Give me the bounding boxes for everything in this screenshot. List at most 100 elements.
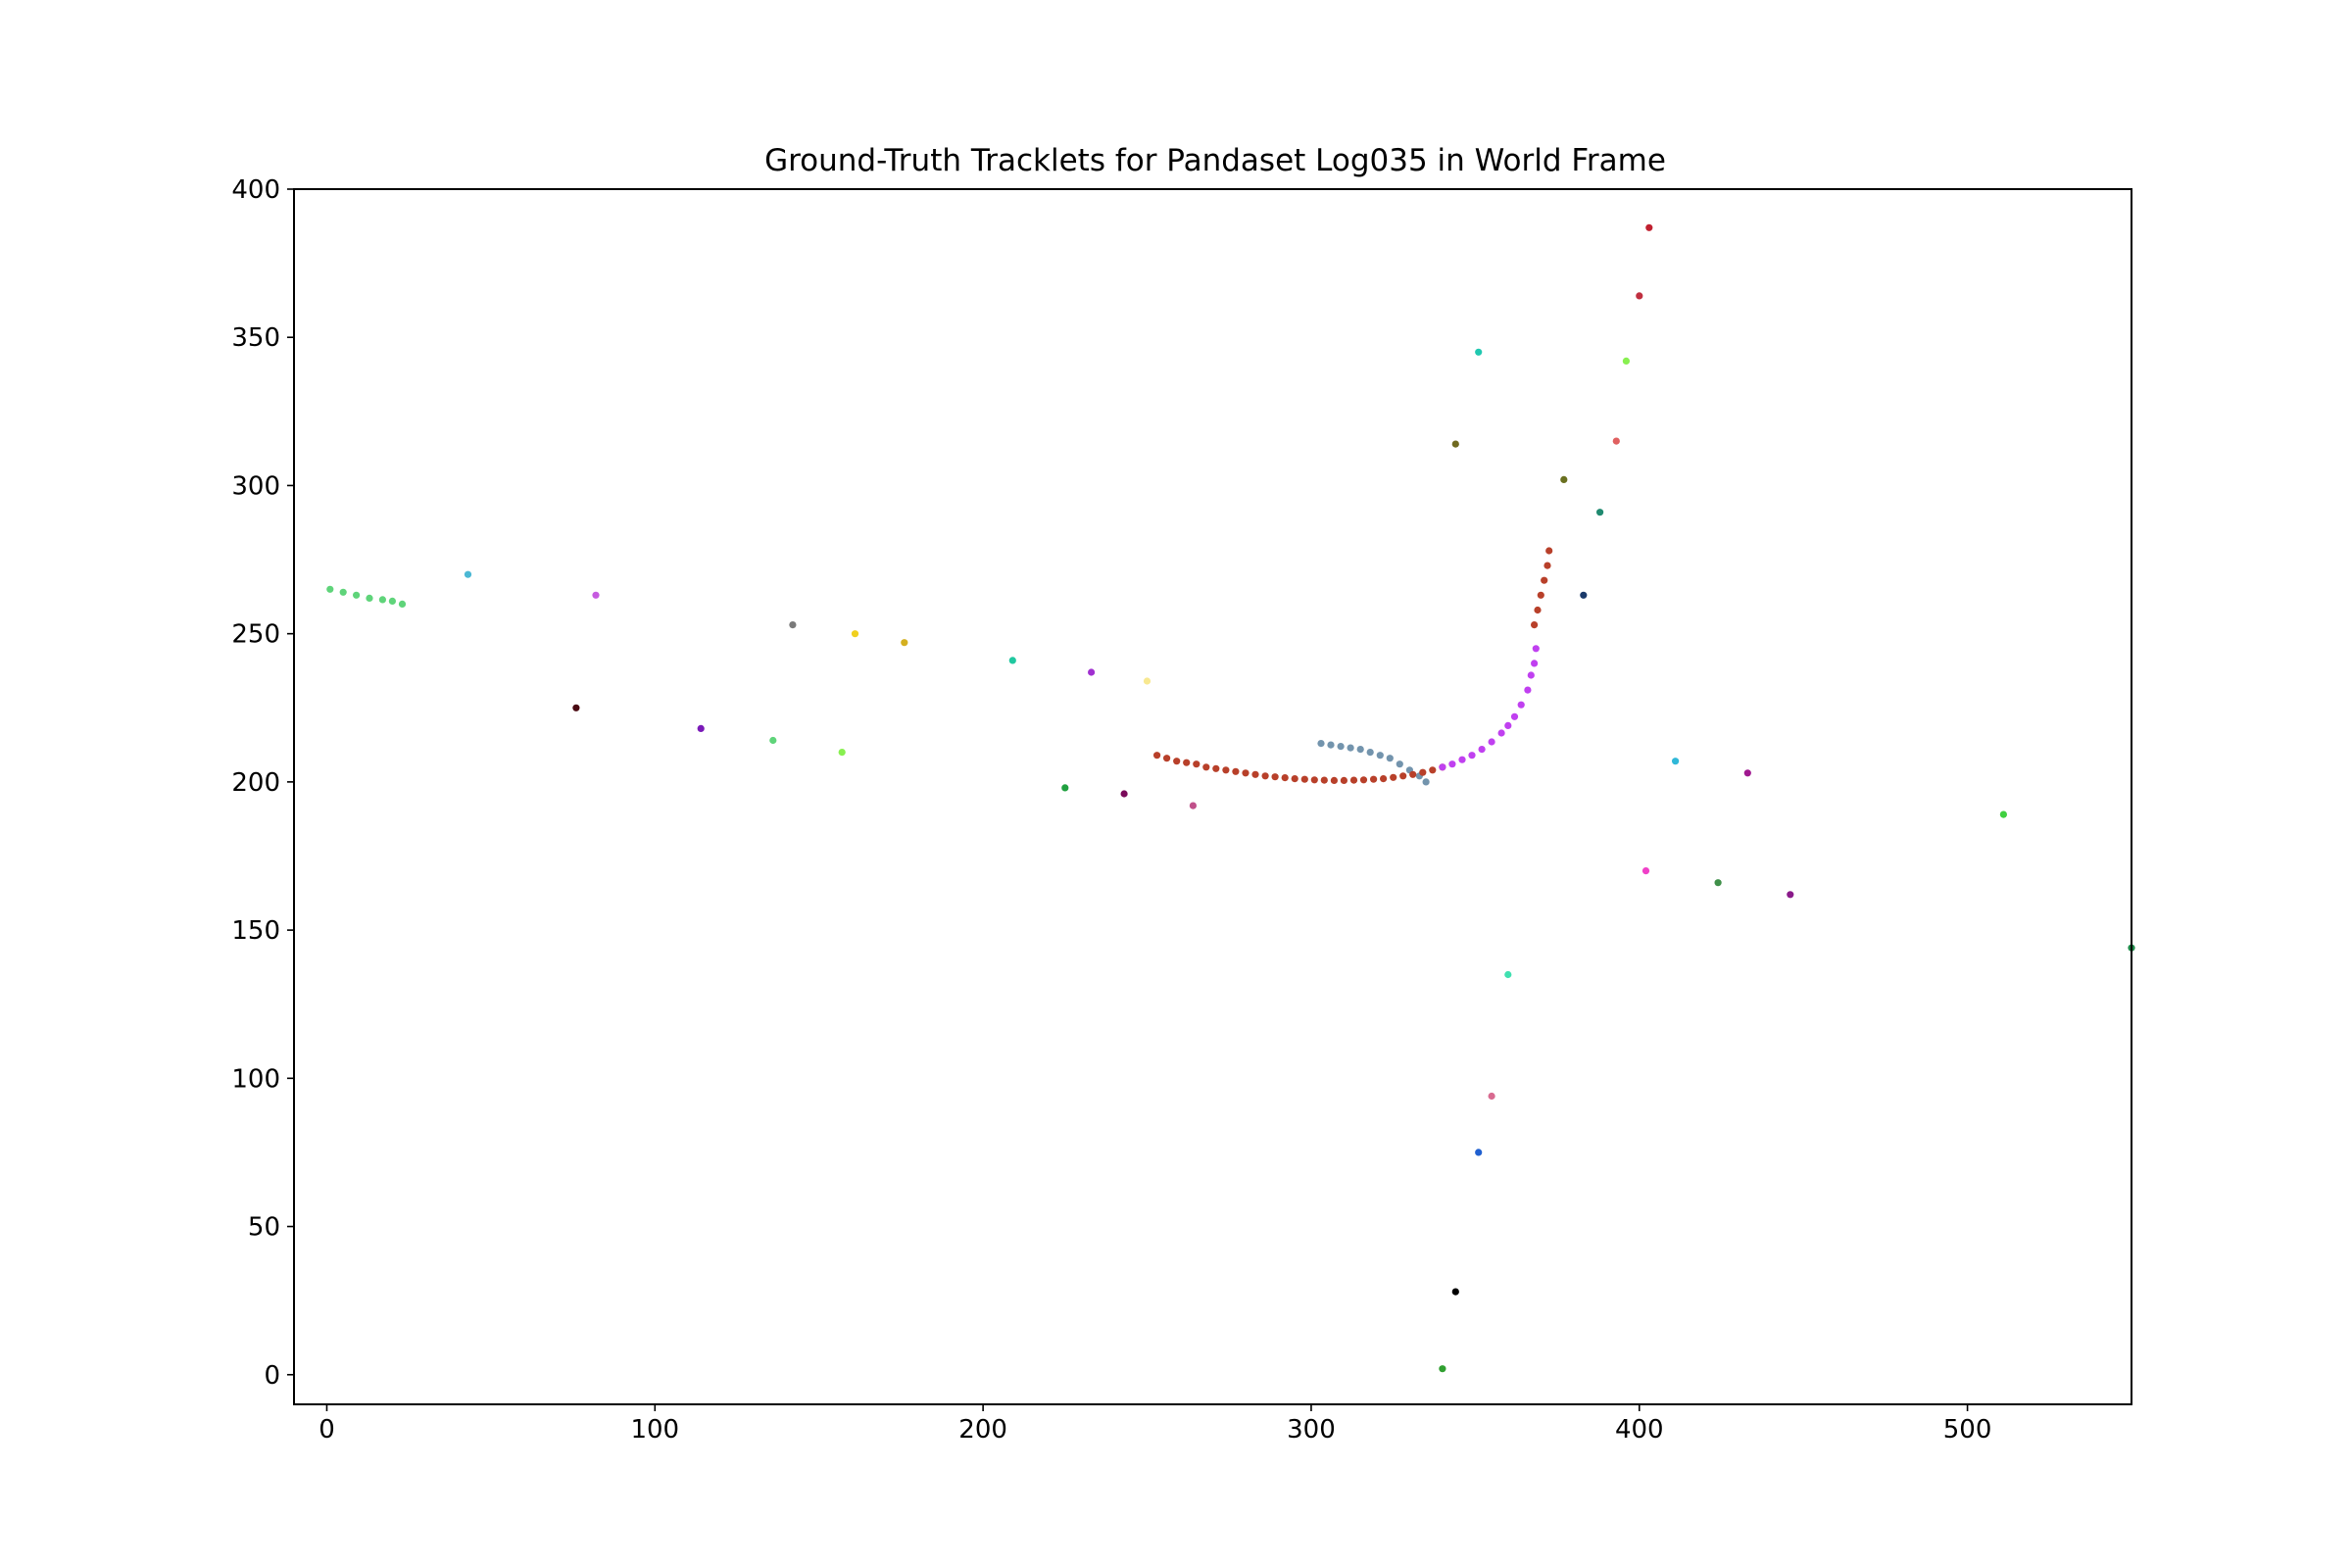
tracklet-19 xyxy=(1189,802,1197,809)
tracklet-4-point-3 xyxy=(1541,576,1548,584)
chart-title: Ground-Truth Tracklets for Pandaset Log0… xyxy=(764,143,1666,178)
tracklet-24-point-0 xyxy=(1580,591,1588,599)
y-tick-label: 0 xyxy=(264,1361,280,1391)
tracklet-2-point-0 xyxy=(1153,752,1161,760)
tracklet-15-point-0 xyxy=(1061,784,1069,792)
tracklet-3-point-1 xyxy=(1448,760,1456,768)
tracklet-2-point-16 xyxy=(1310,776,1318,784)
tracklet-2-point-20 xyxy=(1349,776,1358,784)
x-tick-label: 200 xyxy=(958,1415,1007,1445)
tracklet-36-point-0 xyxy=(1504,970,1512,979)
tracklet-23-point-0 xyxy=(1596,509,1604,516)
tracklet-2-point-23 xyxy=(1380,775,1388,783)
tracklet-2-point-25 xyxy=(1399,772,1407,780)
tracklet-3-point-5 xyxy=(1488,738,1495,746)
tracklet-11 xyxy=(838,749,846,757)
tracklet-1-point-7 xyxy=(1386,755,1394,762)
x-tick-label: 500 xyxy=(1943,1415,1992,1445)
y-tick-label: 100 xyxy=(231,1064,280,1094)
tracklet-3-point-2 xyxy=(1458,756,1466,763)
axes: 0 100 200 300 400 500 0 50 100 150 200 250 300 350 400 xyxy=(231,175,2132,1445)
tracklet-2-point-17 xyxy=(1320,776,1328,784)
tracklet-2-point-8 xyxy=(1232,767,1240,775)
y-tick-label: 350 xyxy=(231,323,280,353)
tracklet-2-point-1 xyxy=(1163,755,1171,762)
tracklet-2-point-19 xyxy=(1340,776,1348,785)
tracklet-2-point-26 xyxy=(1409,770,1417,778)
tracklet-37-point-0 xyxy=(1488,1092,1495,1101)
tracklet-3-point-13 xyxy=(1532,645,1540,653)
tracklet-5 xyxy=(464,570,472,578)
tracklet-3 xyxy=(1439,645,1540,771)
tracklet-3-point-0 xyxy=(1439,763,1446,771)
tracklet-32 xyxy=(1714,879,1722,887)
tracklet-1-point-3 xyxy=(1347,744,1354,752)
tracklet-17-point-0 xyxy=(1120,790,1128,798)
tracklet-21 xyxy=(1475,348,1483,356)
tracklet-2-point-9 xyxy=(1242,769,1250,777)
tracklet-2-point-11 xyxy=(1261,772,1269,780)
tracklet-25 xyxy=(1612,437,1620,445)
tracklet-24 xyxy=(1580,591,1588,599)
tracklet-0-point-5 xyxy=(388,597,396,606)
tracklet-19-point-0 xyxy=(1189,802,1197,809)
tracklet-0-point-0 xyxy=(326,585,334,593)
tracklet-23 xyxy=(1596,509,1604,516)
tracklet-0-point-2 xyxy=(353,591,361,599)
y-tick-label: 50 xyxy=(248,1213,280,1243)
tracklet-9-point-0 xyxy=(769,736,777,745)
tracklet-18-point-0 xyxy=(1143,677,1152,685)
tracklet-8-point-0 xyxy=(697,724,705,733)
tracklet-7 xyxy=(572,704,580,711)
tracklet-20-point-0 xyxy=(1451,440,1459,448)
tracklet-2-point-7 xyxy=(1222,766,1230,774)
tracklet-31-point-0 xyxy=(1642,867,1650,875)
tracklet-40 xyxy=(1439,1365,1446,1373)
tracklet-29-point-0 xyxy=(1672,758,1680,765)
tracklet-3-point-7 xyxy=(1504,721,1512,730)
tracklet-1-point-6 xyxy=(1376,752,1384,760)
tracklet-32-point-0 xyxy=(1714,879,1722,887)
tracklet-10-point-0 xyxy=(789,621,797,629)
tracklet-11-point-0 xyxy=(838,749,846,757)
tracklet-2-point-5 xyxy=(1202,763,1210,771)
tracklet-26 xyxy=(1622,357,1630,365)
tracklet-12 xyxy=(851,630,859,638)
tracklet-3-point-9 xyxy=(1517,701,1525,709)
y-tick-label: 300 xyxy=(231,471,280,501)
tracklet-4-point-1 xyxy=(1534,606,1542,614)
y-tick-label: 150 xyxy=(231,916,280,946)
tracklet-1-point-4 xyxy=(1356,746,1364,754)
tracklet-2-point-4 xyxy=(1193,760,1200,768)
x-tick-label: 400 xyxy=(1615,1415,1664,1445)
y-tick-label: 400 xyxy=(231,175,280,205)
tracklet-7-point-0 xyxy=(572,704,580,711)
tracklet-3-point-10 xyxy=(1524,686,1532,694)
tracklet-18 xyxy=(1143,677,1152,685)
tracklet-6-point-0 xyxy=(592,591,600,599)
tracklet-22 xyxy=(1560,475,1568,483)
tracklet-20 xyxy=(1451,440,1459,448)
tracklet-3-point-6 xyxy=(1497,729,1505,737)
x-tick-label: 0 xyxy=(318,1415,335,1445)
tracklet-39-point-0 xyxy=(1451,1288,1459,1296)
tracklet-14-point-0 xyxy=(1008,657,1016,664)
tracklet-15 xyxy=(1061,784,1069,792)
tracklet-1-point-2 xyxy=(1337,743,1345,751)
tracklet-38-point-0 xyxy=(1475,1149,1483,1156)
tracklet-4 xyxy=(1531,547,1553,629)
tracklet-1 xyxy=(1317,740,1430,786)
tracklet-1-point-11 xyxy=(1422,778,1430,786)
tracklet-25-point-0 xyxy=(1612,437,1620,445)
tracklet-0-point-1 xyxy=(339,588,347,596)
plot-frame xyxy=(293,188,2132,1405)
tracklet-2-point-3 xyxy=(1183,759,1191,766)
tracklet-39 xyxy=(1451,1288,1459,1296)
tracklet-3-point-3 xyxy=(1468,752,1476,760)
tracklet-13-point-0 xyxy=(901,639,908,647)
tracklet-2-point-28 xyxy=(1429,766,1437,774)
tracklet-27 xyxy=(1636,292,1643,300)
tracklet-0-point-3 xyxy=(366,594,373,603)
tracklet-28-point-0 xyxy=(1645,223,1653,231)
